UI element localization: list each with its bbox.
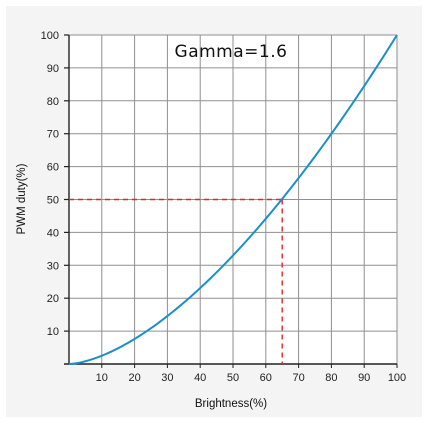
x-tick-label-40: 40 (194, 372, 206, 384)
x-tick-label-20: 20 (128, 372, 140, 384)
series-line-0 (68, 34, 398, 365)
x-tick-label-30: 30 (161, 372, 173, 384)
y-tick-label-100: 100 (41, 30, 59, 42)
y-tick-label-40: 40 (47, 227, 59, 239)
y-tick-label-60: 60 (47, 162, 59, 174)
x-tick-label-60: 60 (260, 372, 272, 384)
x-tick-label-50: 50 (227, 372, 239, 384)
y-tick-label-90: 90 (47, 63, 59, 75)
x-tick-label-100: 100 (388, 372, 406, 384)
chart-title: Gamma=1.6 (175, 42, 288, 62)
x-tick-label-10: 10 (96, 372, 108, 384)
y-tick-label-70: 70 (47, 129, 59, 141)
y-tick-label-30: 30 (47, 260, 59, 272)
x-tick-label-90: 90 (358, 372, 370, 384)
x-axis-title: Brightness(%) (195, 398, 267, 410)
y-tick-label-50: 50 (47, 195, 59, 207)
x-tick-label-80: 80 (325, 372, 337, 384)
series (68, 34, 398, 365)
y-tick-label-20: 20 (47, 293, 59, 305)
annotation (69, 198, 283, 364)
x-tick-label-70: 70 (292, 372, 304, 384)
y-tick-label-10: 10 (47, 326, 59, 338)
y-axis-title: PWM duty(%) (16, 163, 28, 234)
y-tick-label-80: 80 (47, 96, 59, 108)
tick-labels: 10 20 30 40 50 60 70 80 90 100 10 20 30 40 50 60 70 80 90 1… (41, 30, 407, 384)
